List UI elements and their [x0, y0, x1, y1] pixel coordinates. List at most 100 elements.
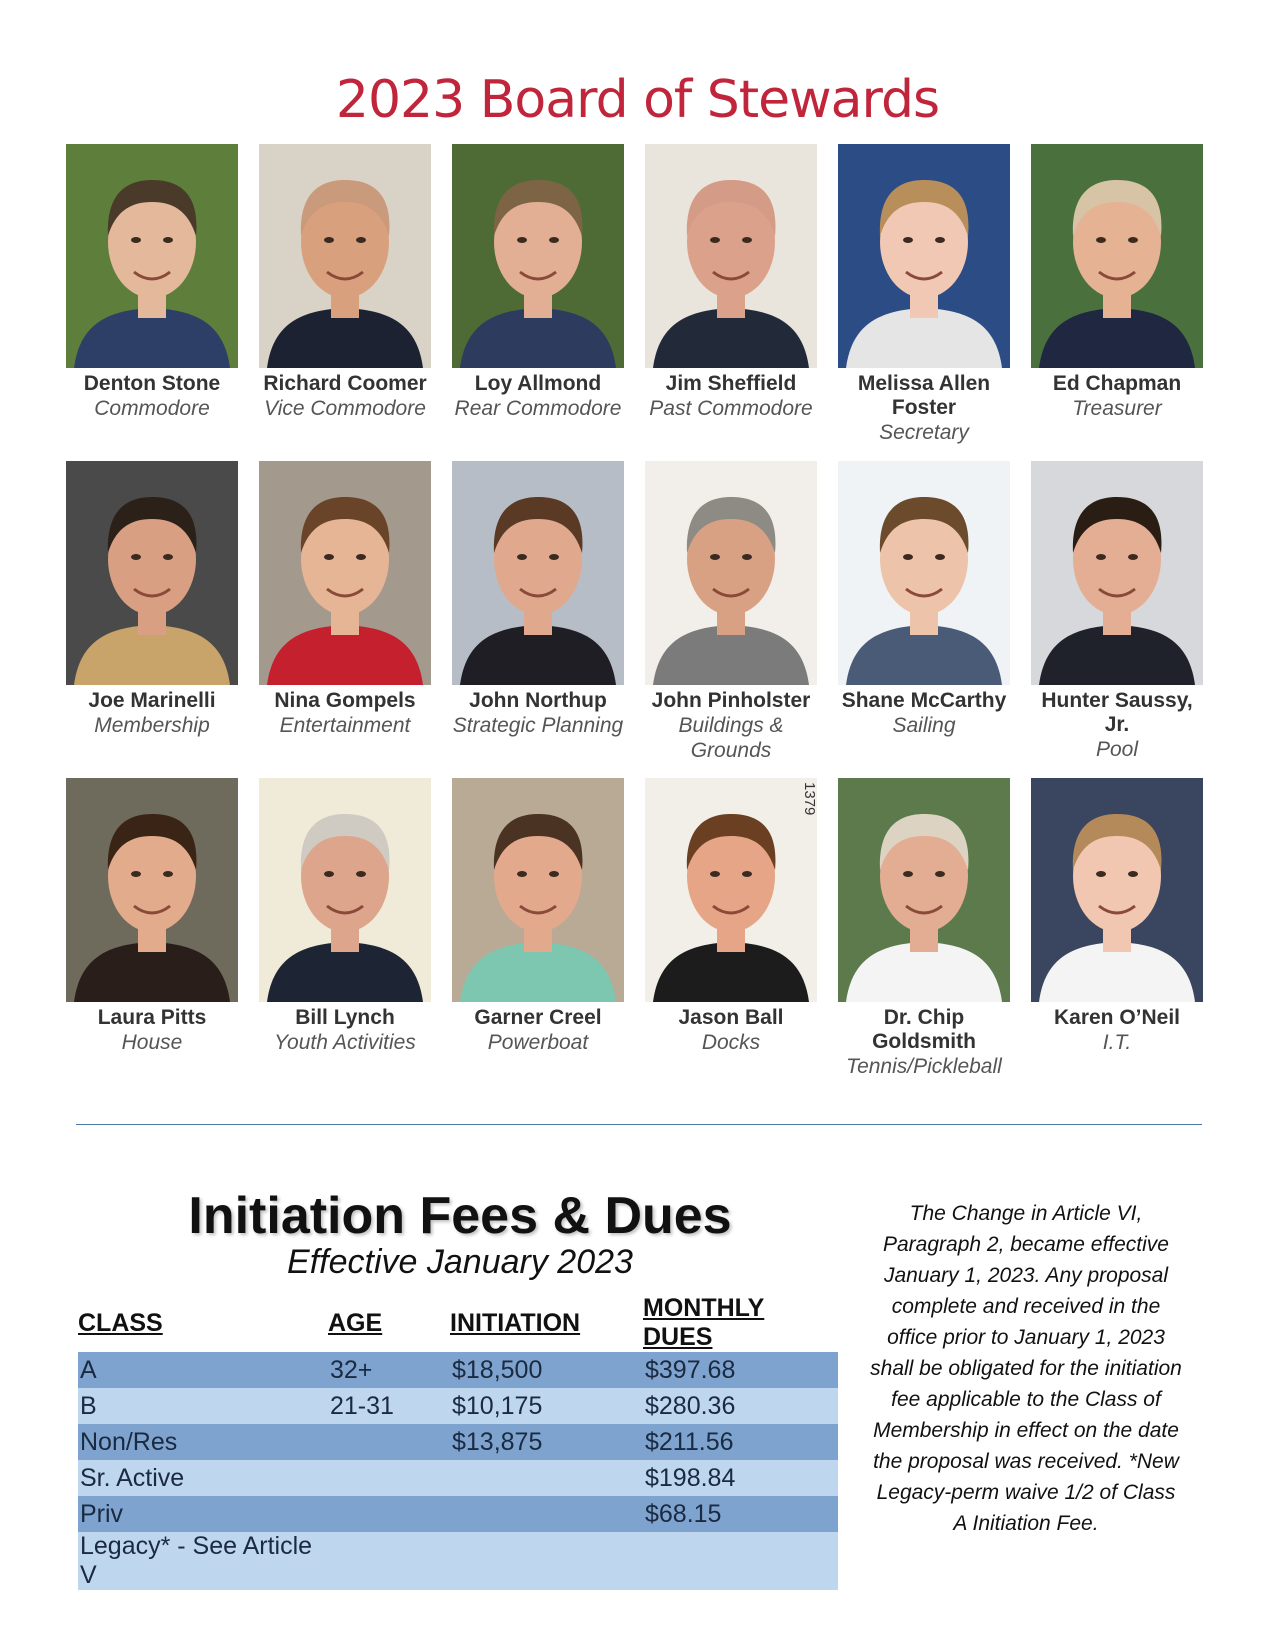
- steward-role: Buildings & Grounds: [678, 714, 784, 762]
- steward-name: Garner Creel: [474, 1006, 602, 1029]
- cell-initiation: $18,500: [450, 1352, 643, 1388]
- cell-initiation: $13,875: [450, 1424, 643, 1460]
- steward-name: Dr. Chip Goldsmith: [872, 1006, 976, 1053]
- fees-table: CLASS AGE INITIATION MONTHLY DUES A 32+ …: [78, 1294, 838, 1590]
- steward-role: Commodore: [94, 397, 210, 420]
- steward-photo: [259, 144, 431, 368]
- steward-name: John Pinholster: [651, 689, 811, 712]
- table-row: A 32+ $18,500 $397.68: [78, 1352, 838, 1388]
- cell-class: A: [78, 1352, 328, 1388]
- side-code: 1379: [801, 782, 818, 816]
- steward-name: Joe Marinelli: [88, 689, 216, 712]
- cell-age: [328, 1532, 450, 1590]
- steward-photo: [66, 144, 238, 368]
- steward-role: Pool: [1095, 738, 1139, 761]
- steward-photo: [1031, 778, 1203, 1002]
- steward-name: Laura Pitts: [97, 1006, 207, 1029]
- cell-initiation: [450, 1496, 643, 1532]
- steward-card: John Northup Strategic Planning: [452, 461, 624, 738]
- steward-photo: [838, 778, 1010, 1002]
- steward-name: Loy Allmond: [474, 372, 602, 395]
- steward-photo: [645, 144, 817, 368]
- steward-photo: [452, 144, 624, 368]
- divider: [76, 1124, 1202, 1125]
- steward-role: Secretary: [879, 421, 969, 444]
- cell-age: 21-31: [328, 1388, 450, 1424]
- table-row: Non/Res $13,875 $211.56: [78, 1424, 838, 1460]
- cell-age: [328, 1496, 450, 1532]
- article-note: The Change in Article VI, Paragraph 2, b…: [870, 1202, 1182, 1535]
- steward-name: Jason Ball: [678, 1006, 784, 1029]
- table-row: Priv $68.15: [78, 1496, 838, 1532]
- steward-photo: [645, 461, 817, 685]
- steward-name: John Northup: [469, 689, 607, 712]
- steward-card: Richard Coomer Vice Commodore: [259, 144, 431, 421]
- steward-card: Denton Stone Commodore: [66, 144, 238, 421]
- steward-name: Hunter Saussy, Jr.: [1041, 689, 1193, 736]
- cell-class: Sr. Active: [78, 1460, 328, 1496]
- cell-class: B: [78, 1388, 328, 1424]
- steward-role: Tennis/Pickleball: [846, 1055, 1002, 1078]
- steward-photo: [452, 778, 624, 1002]
- steward-photo: [259, 461, 431, 685]
- steward-role: Treasurer: [1072, 397, 1162, 420]
- steward-name: Melissa Allen Foster: [857, 372, 991, 419]
- steward-role: Youth Activities: [274, 1031, 416, 1054]
- table-row: B 21-31 $10,175 $280.36: [78, 1388, 838, 1424]
- header-monthly-dues: MONTHLY DUES: [643, 1294, 765, 1351]
- steward-photo: [66, 461, 238, 685]
- fees-subtitle: Effective January 2023: [287, 1243, 633, 1281]
- table-row: Legacy* - See Article V: [78, 1532, 838, 1590]
- steward-card: Karen O’Neil I.T.: [1031, 778, 1203, 1055]
- steward-name: Jim Sheffield: [665, 372, 797, 395]
- header-class: CLASS: [78, 1308, 163, 1337]
- cell-age: [328, 1424, 450, 1460]
- cell-class: Legacy* - See Article V: [78, 1532, 328, 1590]
- steward-role: Past Commodore: [649, 397, 813, 420]
- steward-role: Sailing: [892, 714, 956, 737]
- fees-title: Initiation Fees & Dues: [188, 1187, 732, 1245]
- steward-card: John Pinholster Buildings & Grounds: [645, 461, 817, 763]
- steward-card: Loy Allmond Rear Commodore: [452, 144, 624, 421]
- steward-name: Denton Stone: [83, 372, 221, 395]
- cell-dues: $211.56: [643, 1424, 838, 1460]
- steward-role: Entertainment: [279, 714, 411, 737]
- steward-card: Laura Pitts House: [66, 778, 238, 1055]
- steward-photo: [1031, 461, 1203, 685]
- steward-card: Ed Chapman Treasurer: [1031, 144, 1203, 421]
- cell-age: [328, 1460, 450, 1496]
- cell-class: Priv: [78, 1496, 328, 1532]
- steward-role: Membership: [94, 714, 210, 737]
- cell-age: 32+: [328, 1352, 450, 1388]
- cell-class: Non/Res: [78, 1424, 328, 1460]
- page-title: 2023 Board of Stewards: [335, 70, 940, 130]
- steward-card: Shane McCarthy Sailing: [838, 461, 1010, 738]
- steward-role: Powerboat: [487, 1031, 589, 1054]
- header-initiation: INITIATION: [450, 1308, 581, 1337]
- cell-initiation: [450, 1460, 643, 1496]
- table-row: Sr. Active $198.84: [78, 1460, 838, 1496]
- steward-role: Docks: [701, 1031, 761, 1054]
- steward-role: Vice Commodore: [264, 397, 426, 420]
- cell-initiation: [450, 1532, 643, 1590]
- steward-name: Bill Lynch: [295, 1006, 395, 1029]
- steward-photo: [259, 778, 431, 1002]
- steward-card: Joe Marinelli Membership: [66, 461, 238, 738]
- steward-name: Shane McCarthy: [841, 689, 1007, 712]
- steward-card: Jason Ball Docks: [645, 778, 817, 1055]
- steward-role: Strategic Planning: [452, 714, 624, 737]
- steward-card: Dr. Chip Goldsmith Tennis/Pickleball: [838, 778, 1010, 1079]
- cell-dues: $198.84: [643, 1460, 838, 1496]
- steward-card: Jim Sheffield Past Commodore: [645, 144, 817, 421]
- steward-role: Rear Commodore: [454, 397, 622, 420]
- steward-role: I.T.: [1102, 1031, 1132, 1054]
- cell-dues: $280.36: [643, 1388, 838, 1424]
- steward-photo: [1031, 144, 1203, 368]
- steward-photo: [452, 461, 624, 685]
- steward-photo: [66, 778, 238, 1002]
- steward-name: Nina Gompels: [274, 689, 416, 712]
- steward-name: Karen O’Neil: [1053, 1006, 1181, 1029]
- steward-photo: [838, 144, 1010, 368]
- steward-card: Melissa Allen Foster Secretary: [838, 144, 1010, 445]
- steward-role: House: [121, 1031, 183, 1054]
